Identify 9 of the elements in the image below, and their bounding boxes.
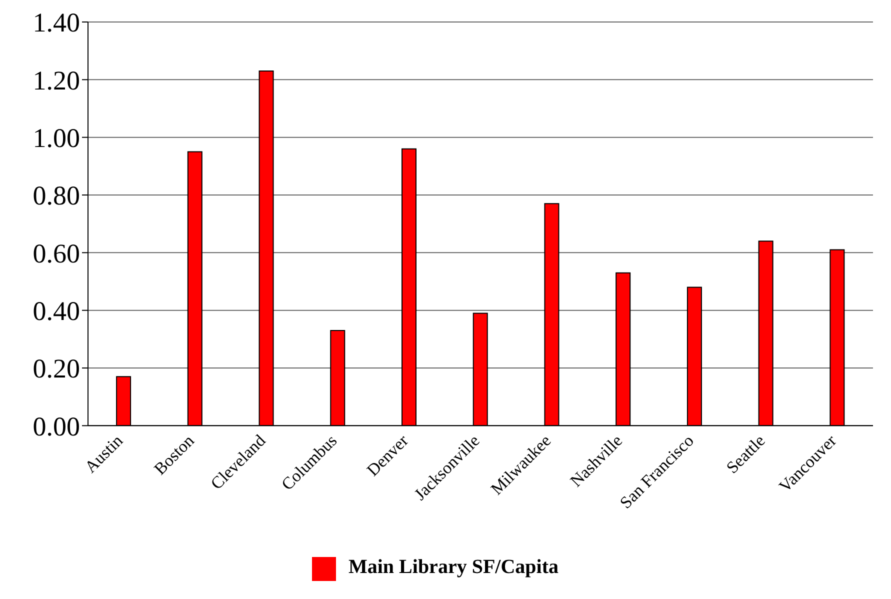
y-tick-label: 0.00 — [32, 411, 80, 442]
y-tick-label: 1.40 — [32, 8, 80, 38]
legend-label: Main Library SF/Capita — [348, 556, 558, 578]
y-tick-label: 1.00 — [32, 122, 80, 153]
y-tick-label: 0.60 — [32, 238, 80, 268]
y-tick-label: 1.20 — [32, 65, 80, 96]
y-tick-label: 0.20 — [32, 354, 80, 384]
y-tick-label: 0.40 — [32, 296, 80, 326]
y-tick-label: 0.80 — [32, 180, 80, 211]
